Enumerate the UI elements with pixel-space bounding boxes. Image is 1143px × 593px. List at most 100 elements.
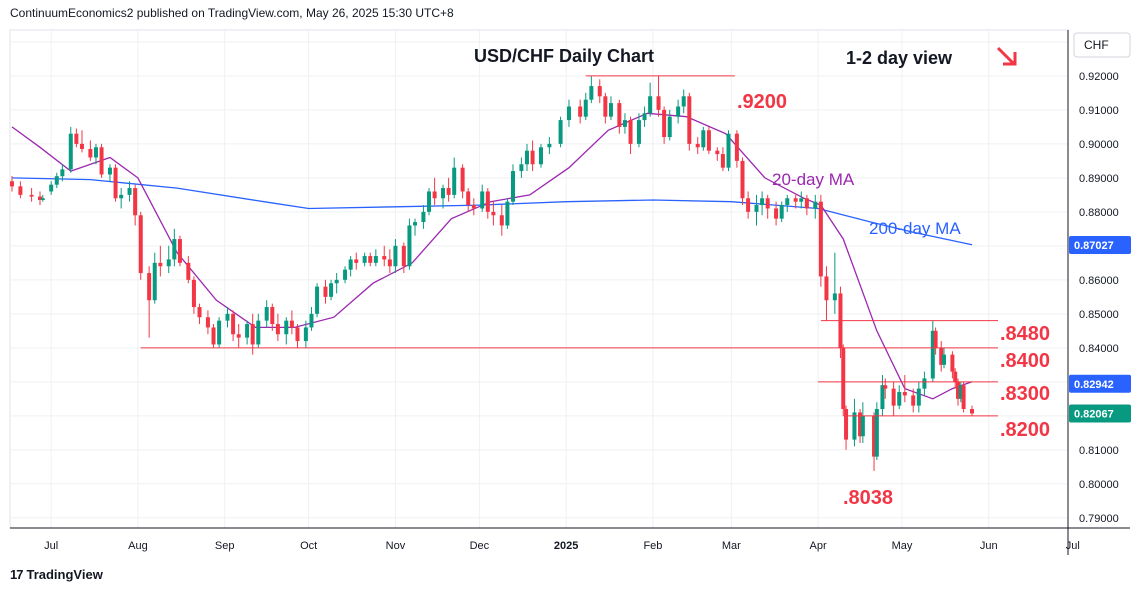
candle-body: [603, 96, 608, 117]
candle-body: [874, 409, 879, 457]
candle-body: [740, 160, 745, 199]
candle-body: [309, 313, 314, 328]
candle-body: [950, 354, 955, 372]
candle-body: [10, 181, 14, 187]
candle-body: [407, 225, 412, 267]
currency-box[interactable]: [1073, 32, 1131, 58]
candle-body: [760, 198, 765, 206]
candle-body: [166, 259, 171, 267]
candle: [231, 310, 236, 342]
candle: [695, 137, 700, 155]
candle: [774, 201, 779, 226]
candle-body: [289, 320, 294, 328]
price-tag-label: 0.87027: [1074, 240, 1114, 252]
x-tick-label: Mar: [722, 540, 741, 552]
candle: [441, 184, 446, 209]
candle: [264, 300, 269, 328]
candle-body: [99, 147, 104, 175]
candle-body: [872, 415, 877, 457]
ma200-layer: [11, 177, 973, 246]
candle: [706, 126, 711, 155]
candle-body: [676, 106, 681, 117]
currency-label[interactable]: CHF: [1084, 38, 1109, 52]
candle: [40, 194, 45, 202]
candle-body: [348, 259, 353, 270]
x-tick-label: Nov: [386, 540, 406, 552]
candle: [29, 188, 34, 202]
candle: [499, 205, 504, 236]
x-tick-label: Jul: [1066, 540, 1080, 552]
candle: [256, 313, 261, 348]
candle-body: [127, 188, 132, 195]
candle: [79, 130, 84, 153]
candle-body: [617, 103, 622, 127]
candle-body: [774, 208, 779, 219]
candle: [760, 191, 765, 216]
y-tick-label: 0.85000: [1079, 309, 1119, 321]
candle: [793, 194, 798, 209]
arrow-head: [1003, 52, 1017, 66]
candle-body: [589, 86, 594, 100]
candle-body: [197, 307, 202, 318]
candle-body: [460, 167, 465, 192]
candle: [891, 381, 896, 416]
candle-body: [362, 256, 367, 263]
text-layer: .9200 .8480 .8400 .8300 .8200 .8038 USD/CHF Da…: [474, 46, 1050, 509]
x-tick-label: Sep: [215, 540, 235, 552]
candle: [407, 218, 412, 270]
candle: [315, 283, 320, 318]
candle-body: [284, 320, 289, 335]
candle-body: [74, 133, 79, 144]
candle-body: [225, 313, 230, 321]
candle: [421, 205, 426, 229]
candle: [824, 266, 829, 321]
candle-body: [432, 191, 437, 199]
x-tick-label: Aug: [128, 540, 148, 552]
candle-body: [746, 198, 751, 212]
candle: [656, 75, 661, 117]
candle: [74, 128, 79, 148]
candle: [309, 307, 314, 331]
candle: [177, 235, 182, 267]
candle-body: [138, 215, 143, 274]
candle-body: [942, 354, 947, 365]
tradingview-logo[interactable]: 17 TradingView: [10, 567, 103, 582]
candle-body: [799, 198, 804, 202]
candle-body: [270, 307, 275, 325]
candle-body: [54, 176, 59, 185]
candle: [270, 303, 275, 331]
candle: [138, 211, 143, 280]
candle: [524, 143, 529, 172]
candle: [413, 218, 418, 236]
candle-body: [824, 276, 829, 301]
candle: [460, 164, 465, 199]
candle: [583, 92, 588, 121]
candle: [158, 245, 163, 277]
y-tick-label: 0.81000: [1079, 445, 1119, 457]
candle-body: [452, 167, 457, 195]
candle-body: [681, 96, 686, 107]
candle-body: [715, 150, 720, 155]
candle-body: [922, 378, 927, 389]
candle: [818, 194, 823, 287]
candle: [186, 256, 191, 284]
candle: [133, 184, 138, 226]
candle-body: [413, 222, 418, 226]
candle: [49, 181, 54, 195]
candle-body: [18, 186, 23, 195]
candle: [804, 194, 809, 216]
candle-body: [597, 86, 602, 97]
candle-body: [29, 194, 34, 197]
candle: [779, 201, 784, 223]
candle: [211, 324, 216, 348]
candle-body: [916, 388, 921, 406]
candle-body: [880, 385, 885, 410]
candle: [933, 327, 938, 355]
candle-body: [107, 167, 112, 175]
candle-body: [930, 330, 935, 379]
candle: [953, 368, 958, 389]
candle: [538, 143, 543, 168]
candle-body: [547, 143, 552, 148]
candle-body: [421, 211, 426, 223]
candle-body: [628, 120, 633, 144]
